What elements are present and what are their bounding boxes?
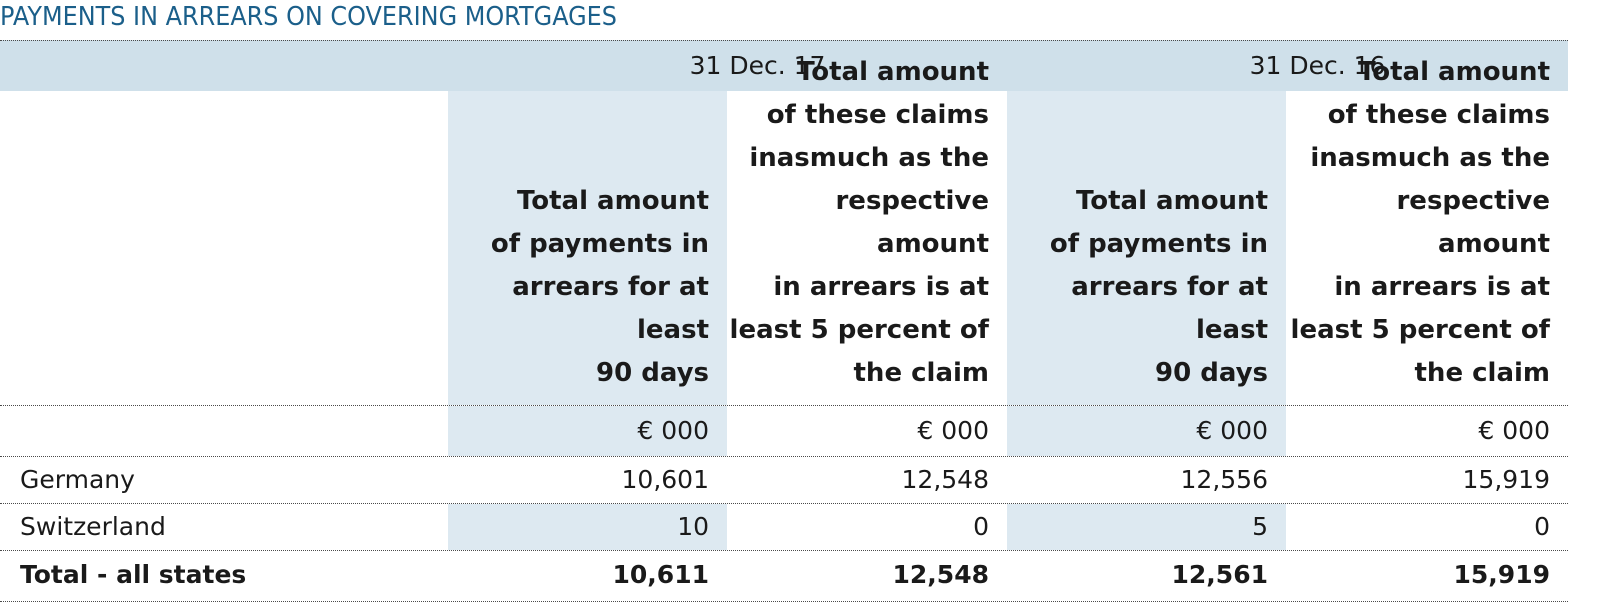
header-col3: Total amount of payments in arrears for … [1007,91,1286,405]
header-col2-line: Total amount [796,57,989,87]
header-col3-line: of payments in [1049,229,1268,259]
header-col2-line: respective amount [835,186,989,259]
unit-blank [0,406,448,456]
value-cell: 0 [1534,512,1550,541]
arrears-table: 31 Dec. 17 31 Dec. 16 Total amount of pa… [0,40,1568,602]
header-col3-line: Total amount [1075,186,1268,216]
value-cell: 12,548 [901,465,989,494]
header-col2-line: least 5 percent of [729,315,989,345]
unit-row: € 000 € 000 € 000 € 000 [0,405,1568,456]
header-col1-line: of payments in [490,229,709,259]
header-col1: Total amount of payments in arrears for … [448,91,727,405]
column-header-row: Total amount of payments in arrears for … [0,57,1568,405]
value-cell: 10 [448,504,727,550]
unit-cell: € 000 [1007,406,1286,456]
header-col3-line: arrears for at least [1071,272,1268,345]
header-col2-line: inasmuch as the [749,143,989,173]
value-cell: 10,601 [621,465,709,494]
value-cell: 15,919 [1462,465,1550,494]
unit-cell: € 000 [448,406,727,456]
total-row: Total - all states 10,611 12,548 12,561 … [0,550,1568,602]
total-value: 10,611 [612,560,709,589]
header-col4: Total amount of these claims inasmuch as… [1286,57,1568,405]
period-2017: 31 Dec. 17 [689,51,826,80]
total-value: 12,548 [892,560,989,589]
total-value: 15,919 [1453,560,1550,589]
value-cell: 0 [973,512,989,541]
header-col1-line: 90 days [595,358,709,388]
header-col4-line: respective amount [1396,186,1550,259]
total-label: Total - all states [20,560,247,589]
header-blank [0,91,448,405]
header-col4-line: the claim [1414,358,1551,388]
total-value: 12,561 [1171,560,1268,589]
period-2016: 31 Dec. 16 [1249,51,1386,80]
row-label: Switzerland [20,512,166,541]
header-col1-line: Total amount [516,186,709,216]
header-col2: Total amount of these claims inasmuch as… [727,57,1007,405]
header-col2-line: of these claims [766,100,989,130]
header-col4-line: in arrears is at [1334,272,1550,302]
header-col4-line: least 5 percent of [1290,315,1550,345]
period-header-row: 31 Dec. 17 31 Dec. 16 [0,40,1568,91]
unit-cell: € 000 [917,416,989,445]
header-col2-line: the claim [853,358,990,388]
row-label: Germany [20,465,135,494]
table-title: PAYMENTS IN ARREARS ON COVERING MORTGAGE… [0,2,617,32]
header-col3-line: 90 days [1154,358,1268,388]
header-col4-line: of these claims [1327,100,1550,130]
value-cell: 12,556 [1180,465,1268,494]
table-row: Germany 10,601 12,548 12,556 15,919 [0,456,1568,503]
table-row: Switzerland 10 0 5 0 [0,503,1568,550]
header-col4-line: inasmuch as the [1310,143,1550,173]
value-cell: 5 [1007,504,1286,550]
unit-cell: € 000 [1478,416,1550,445]
header-col2-line: in arrears is at [773,272,989,302]
header-col4-line: Total amount [1357,57,1550,87]
header-col1-line: arrears for at least [512,272,709,345]
